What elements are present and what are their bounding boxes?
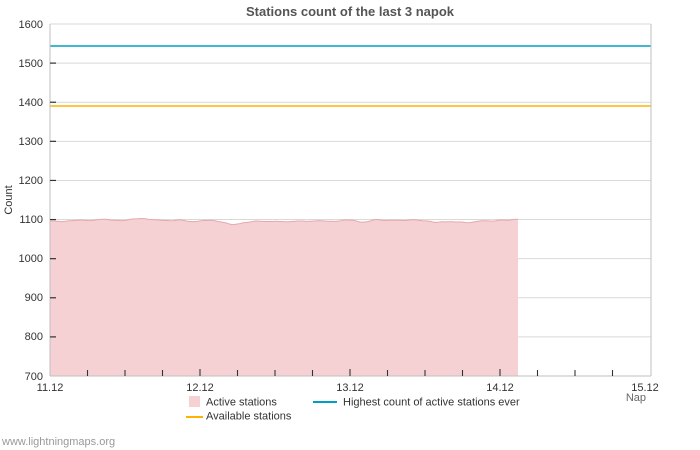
svg-text:1000: 1000 bbox=[19, 253, 43, 265]
svg-text:1200: 1200 bbox=[19, 175, 43, 187]
svg-text:Nap: Nap bbox=[626, 392, 646, 404]
svg-text:13.12: 13.12 bbox=[336, 382, 364, 394]
svg-text:1400: 1400 bbox=[19, 97, 43, 109]
svg-text:800: 800 bbox=[25, 331, 43, 343]
svg-text:900: 900 bbox=[25, 292, 43, 304]
svg-text:1600: 1600 bbox=[19, 19, 43, 31]
svg-text:Count: Count bbox=[3, 185, 15, 214]
svg-text:Highest count of active statio: Highest count of active stations ever bbox=[343, 397, 520, 409]
svg-text:1300: 1300 bbox=[19, 136, 43, 148]
svg-text:1500: 1500 bbox=[19, 58, 43, 70]
svg-text:1100: 1100 bbox=[19, 214, 43, 226]
svg-text:12.12: 12.12 bbox=[186, 382, 214, 394]
svg-text:Active stations: Active stations bbox=[206, 397, 277, 409]
svg-text:11.12: 11.12 bbox=[37, 382, 64, 394]
svg-text:Available stations: Available stations bbox=[206, 411, 292, 423]
svg-text:14.12: 14.12 bbox=[486, 382, 514, 394]
